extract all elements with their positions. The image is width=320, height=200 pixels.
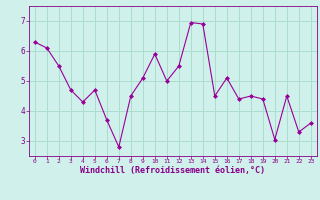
X-axis label: Windchill (Refroidissement éolien,°C): Windchill (Refroidissement éolien,°C) — [80, 166, 265, 175]
